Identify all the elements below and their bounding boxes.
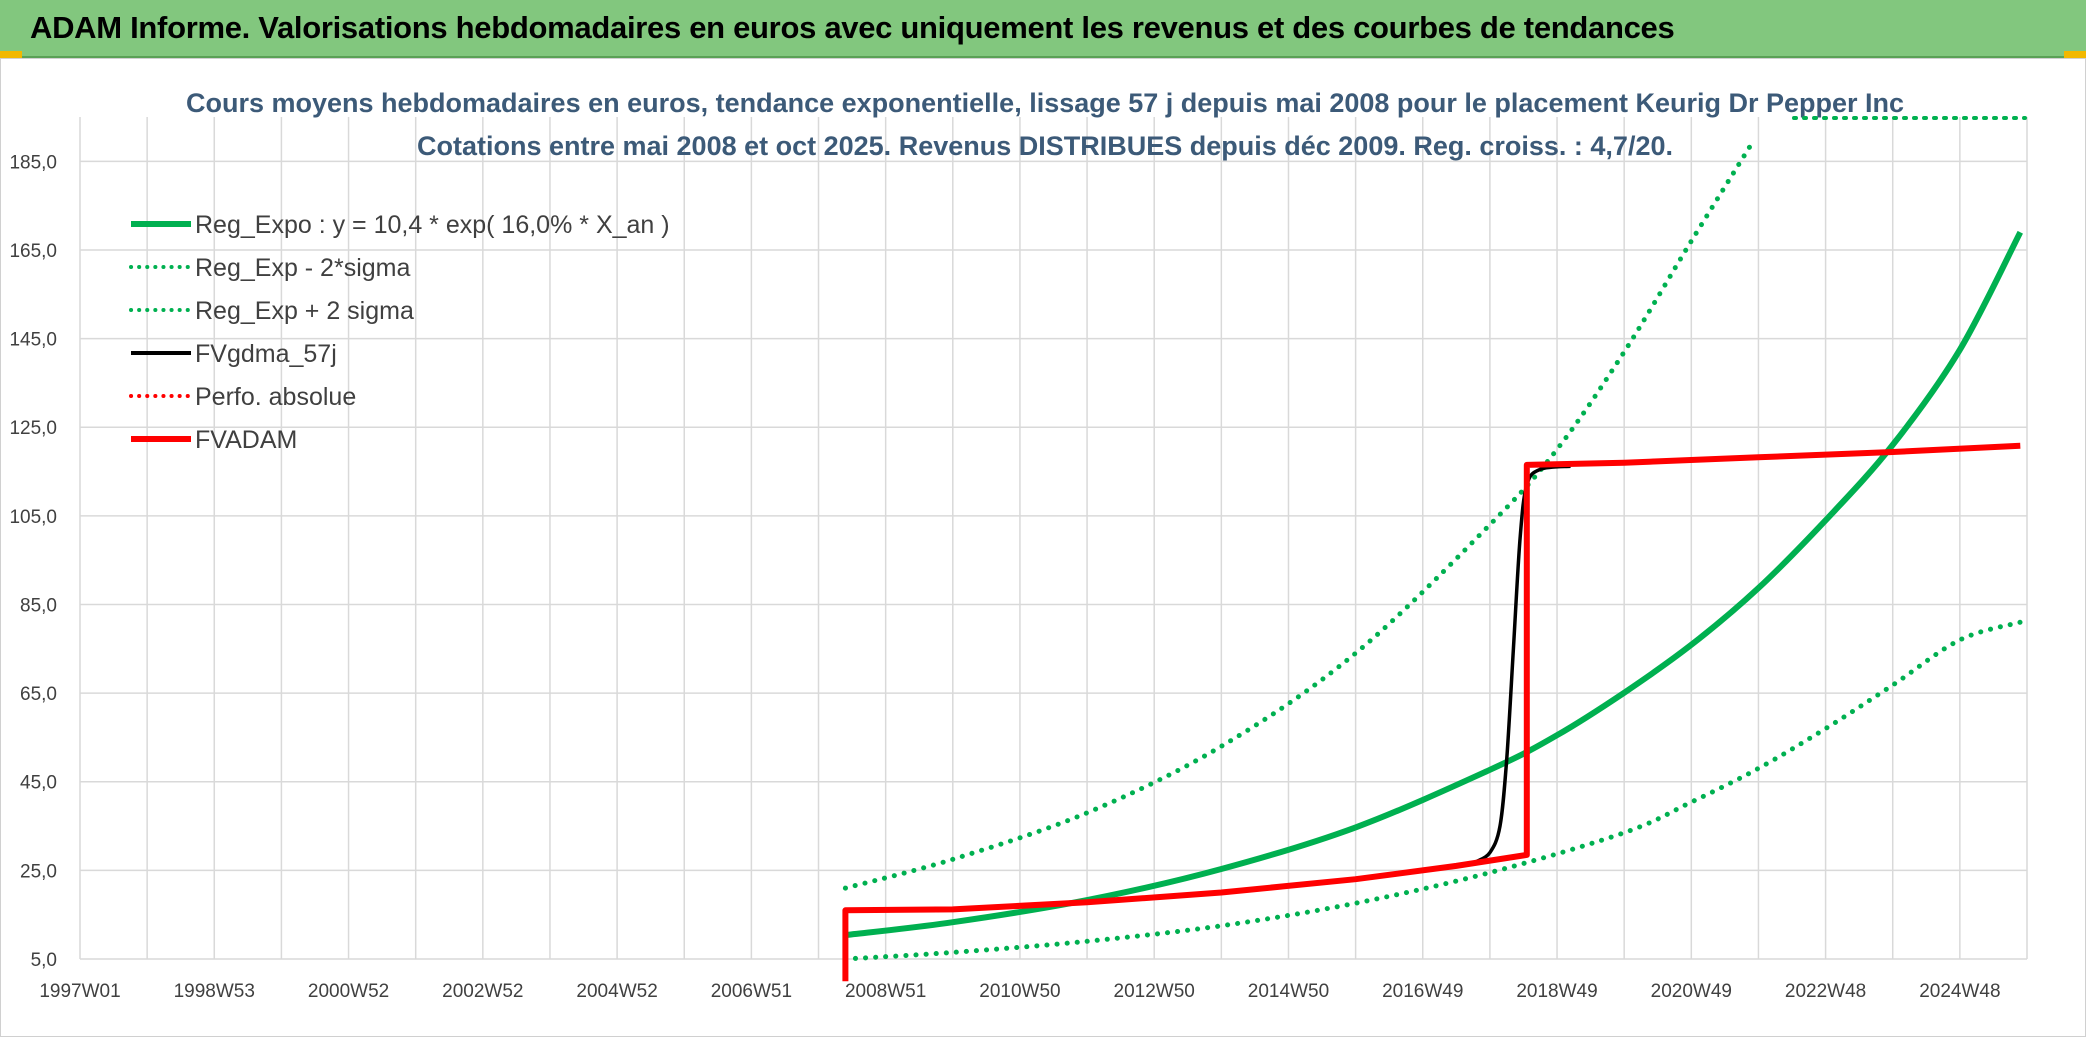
x-tick-label: 2000W52	[308, 981, 389, 1002]
x-tick-label: 2012W50	[1114, 981, 1195, 1002]
y-tick-label: 125,0	[9, 418, 57, 439]
legend-label: Perfo. absolue	[195, 383, 356, 411]
legend-label: Reg_Exp - 2*sigma	[195, 254, 410, 282]
x-tick-label: 2022W48	[1785, 981, 1866, 1002]
axis-ticks: 5,0 25,0 45,0 65,0 85,0 105,0 125,0 145,0 165,0 1…	[9, 152, 2000, 1002]
legend-label: FVADAM	[195, 426, 297, 454]
y-tick-label: 65,0	[20, 684, 57, 705]
legend: Reg_Expo : y = 10,4 * exp( 16,0% * X_an …	[129, 211, 670, 454]
y-tick-label: 165,0	[9, 241, 57, 262]
grid	[79, 117, 2028, 960]
series-line-5	[842, 442, 2021, 982]
series-lines	[842, 141, 2023, 982]
y-tick-label: 5,0	[31, 950, 57, 971]
x-tick-label: 2004W52	[576, 981, 657, 1002]
x-tick-label: 2010W50	[979, 981, 1060, 1002]
x-tick-label: 2020W49	[1651, 981, 1732, 1002]
x-tick-label: 1997W01	[39, 981, 120, 1002]
y-tick-label: 145,0	[9, 330, 57, 351]
corner-mark-left	[0, 51, 22, 58]
header-bar: ADAM Informe. Valorisations hebdomadaire…	[0, 0, 2086, 58]
chart-title: Cours moyens hebdomadaires en euros, ten…	[186, 88, 1904, 118]
x-tick-label: 2024W48	[1919, 981, 2000, 1002]
x-tick-label: 2008W51	[845, 981, 926, 1002]
series-line-1	[842, 619, 2023, 962]
y-tick-label: 25,0	[20, 861, 57, 882]
x-tick-label: 2014W50	[1248, 981, 1329, 1002]
x-tick-label: 2016W49	[1382, 981, 1463, 1002]
y-tick-label: 185,0	[9, 152, 57, 173]
x-tick-label: 2018W49	[1516, 981, 1597, 1002]
y-tick-label: 85,0	[20, 595, 57, 616]
y-tick-label: 45,0	[20, 773, 57, 794]
legend-label: FVgdma_57j	[195, 340, 337, 368]
series-line-2	[842, 141, 1755, 891]
series-line-0	[845, 230, 2023, 939]
x-tick-label: 1998W53	[174, 981, 255, 1002]
x-tick-label: 2006W51	[711, 981, 792, 1002]
page-title: ADAM Informe. Valorisations hebdomadaire…	[30, 10, 1675, 45]
legend-label: Reg_Expo : y = 10,4 * exp( 16,0% * X_an …	[195, 211, 670, 239]
series-line-3	[1475, 464, 1571, 864]
legend-label: Reg_Exp + 2 sigma	[195, 297, 414, 325]
chart-area: 5,0 25,0 45,0 65,0 85,0 105,0 125,0 145,0 165,0 1…	[0, 58, 2086, 1037]
x-tick-label: 2002W52	[442, 981, 523, 1002]
chart-subtitle: Cotations entre mai 2008 et oct 2025. Re…	[417, 131, 1673, 161]
y-tick-label: 105,0	[9, 507, 57, 528]
line-chart: 5,0 25,0 45,0 65,0 85,0 105,0 125,0 145,0 165,0 1…	[9, 88, 2028, 1002]
corner-mark-right	[2064, 51, 2086, 58]
